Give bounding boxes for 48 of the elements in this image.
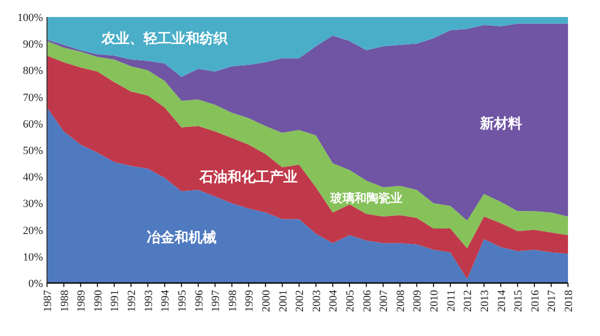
- x-tick-label: 2011: [445, 290, 458, 312]
- x-tick-label: 2001: [277, 290, 290, 312]
- x-tick-label: 1997: [210, 290, 222, 312]
- x-tick-label: 2004: [328, 290, 340, 312]
- x-tick-label: 2005: [344, 290, 357, 312]
- y-tick-label: 20%: [22, 224, 43, 237]
- x-tick-label: 2002: [294, 290, 306, 312]
- y-tick-label: 100%: [17, 12, 43, 24]
- y-tick-label: 10%: [22, 251, 43, 264]
- x-tick-label: 1999: [244, 290, 256, 312]
- series-label: 石油和化工产业: [198, 168, 298, 186]
- x-tick-label: 2012: [462, 290, 474, 312]
- y-tick-label: 90%: [22, 38, 43, 51]
- x-tick-label: 1989: [76, 290, 88, 312]
- y-tick-label: 80%: [22, 65, 43, 78]
- y-tick-label: 70%: [22, 92, 43, 104]
- series-label: 冶金和机械: [146, 230, 216, 246]
- x-tick-label: 1990: [92, 290, 104, 312]
- x-tick-label: 2007: [378, 290, 390, 312]
- y-tick-label: 50%: [22, 145, 43, 157]
- x-tick-label: 2013: [478, 290, 491, 312]
- x-tick-label: 2018: [563, 290, 575, 312]
- x-tick-label: 1988: [58, 290, 71, 312]
- series-label: 农业、轻工业和纺织: [100, 30, 229, 47]
- x-tick-label: 2017: [546, 290, 558, 312]
- x-tick-label: 1998: [226, 290, 239, 312]
- y-tick-label: 60%: [22, 118, 43, 130]
- x-tick-label: 1994: [160, 290, 172, 312]
- series-label: 玻璃和陶瓷业: [329, 191, 402, 206]
- x-tick-label: 2003: [310, 290, 323, 312]
- x-tick-label: 1992: [126, 290, 138, 312]
- x-tick-label: 2000: [260, 290, 272, 312]
- x-tick-label: 1993: [142, 290, 155, 312]
- x-tick-label: 1995: [176, 290, 188, 312]
- x-tick-label: 2016: [529, 290, 542, 312]
- y-tick-label: 40%: [22, 172, 43, 184]
- x-tick-label: 1991: [109, 290, 122, 312]
- y-tick-label: 0%: [28, 278, 43, 290]
- x-tick-label: 1996: [193, 290, 206, 312]
- x-tick-label: 2010: [428, 290, 441, 312]
- x-tick-label: 2015: [512, 290, 525, 312]
- x-tick-label: 2008: [394, 290, 407, 312]
- x-tick-label: 1987: [42, 290, 54, 312]
- x-tick-label: 2014: [496, 290, 508, 312]
- x-tick-label: 2006: [361, 290, 374, 312]
- series-label: 新材料: [478, 114, 522, 132]
- y-tick-label: 30%: [22, 198, 43, 210]
- x-tick-label: 2009: [412, 290, 424, 312]
